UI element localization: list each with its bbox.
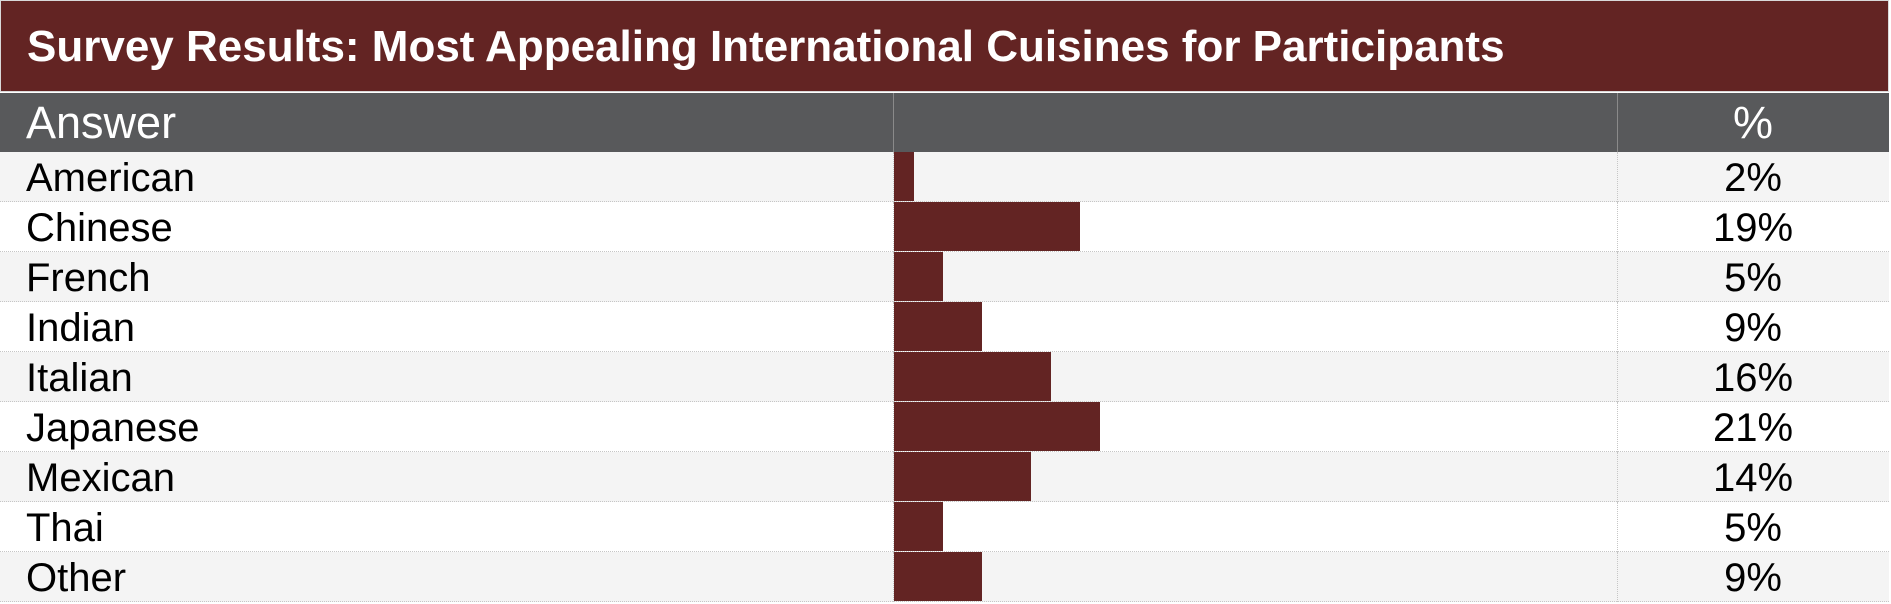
column-divider (1617, 202, 1618, 252)
row-percent: 9% (1724, 556, 1782, 600)
column-divider (893, 252, 894, 302)
table-row: Mexican 14% (0, 452, 1889, 502)
header-divider (893, 93, 894, 152)
column-divider (893, 152, 894, 202)
row-percent: 9% (1724, 306, 1782, 350)
column-divider (893, 552, 894, 602)
table-row: French 5% (0, 252, 1889, 302)
chart-title: Survey Results: Most Appealing Internati… (27, 22, 1505, 71)
header-divider (1617, 93, 1618, 152)
row-percent: 21% (1712, 406, 1794, 450)
column-divider (1617, 452, 1618, 502)
bar-japanese (894, 402, 1100, 451)
row-label: French (26, 256, 151, 300)
row-percent: 5% (1724, 256, 1782, 300)
column-divider (893, 302, 894, 352)
column-divider (893, 502, 894, 552)
column-divider (893, 402, 894, 452)
bar-american (894, 152, 914, 201)
column-divider (1617, 352, 1618, 402)
bar-mexican (894, 452, 1031, 501)
row-label: American (26, 156, 195, 200)
table-row: Other 9% (0, 552, 1889, 602)
table-body: American 2% Chinese 19% French 5% Indian 9% Ital… (0, 152, 1889, 602)
row-percent: 14% (1712, 456, 1794, 500)
table-row: Chinese 19% (0, 202, 1889, 252)
table-row: Thai 5% (0, 502, 1889, 552)
column-divider (1617, 302, 1618, 352)
bar-thai (894, 502, 943, 551)
column-divider (1617, 252, 1618, 302)
row-label: Japanese (26, 406, 200, 450)
row-percent: 5% (1724, 506, 1782, 550)
row-percent: 2% (1724, 156, 1782, 200)
column-divider (893, 452, 894, 502)
column-divider (1617, 552, 1618, 602)
bar-italian (894, 352, 1051, 401)
bar-other (894, 552, 982, 601)
row-label: Italian (26, 356, 133, 400)
row-label: Thai (26, 506, 104, 550)
table-row: American 2% (0, 152, 1889, 202)
column-divider (893, 202, 894, 252)
table-row: Italian 16% (0, 352, 1889, 402)
row-label: Mexican (26, 456, 175, 500)
column-divider (1617, 402, 1618, 452)
table-header: Answer % (0, 93, 1889, 152)
title-bar: Survey Results: Most Appealing Internati… (0, 0, 1889, 92)
table-row: Indian 9% (0, 302, 1889, 352)
row-percent: 19% (1712, 206, 1794, 250)
row-label: Indian (26, 306, 135, 350)
row-percent: 16% (1712, 356, 1794, 400)
table-row: Japanese 21% (0, 402, 1889, 452)
bar-chinese (894, 202, 1080, 251)
header-percent: % (1732, 97, 1773, 148)
row-label: Chinese (26, 206, 173, 250)
row-label: Other (26, 556, 127, 600)
column-divider (893, 352, 894, 402)
column-divider (1617, 502, 1618, 552)
bar-indian (894, 302, 982, 351)
bar-french (894, 252, 943, 301)
column-divider (1617, 152, 1618, 202)
header-answer: Answer (26, 97, 177, 148)
